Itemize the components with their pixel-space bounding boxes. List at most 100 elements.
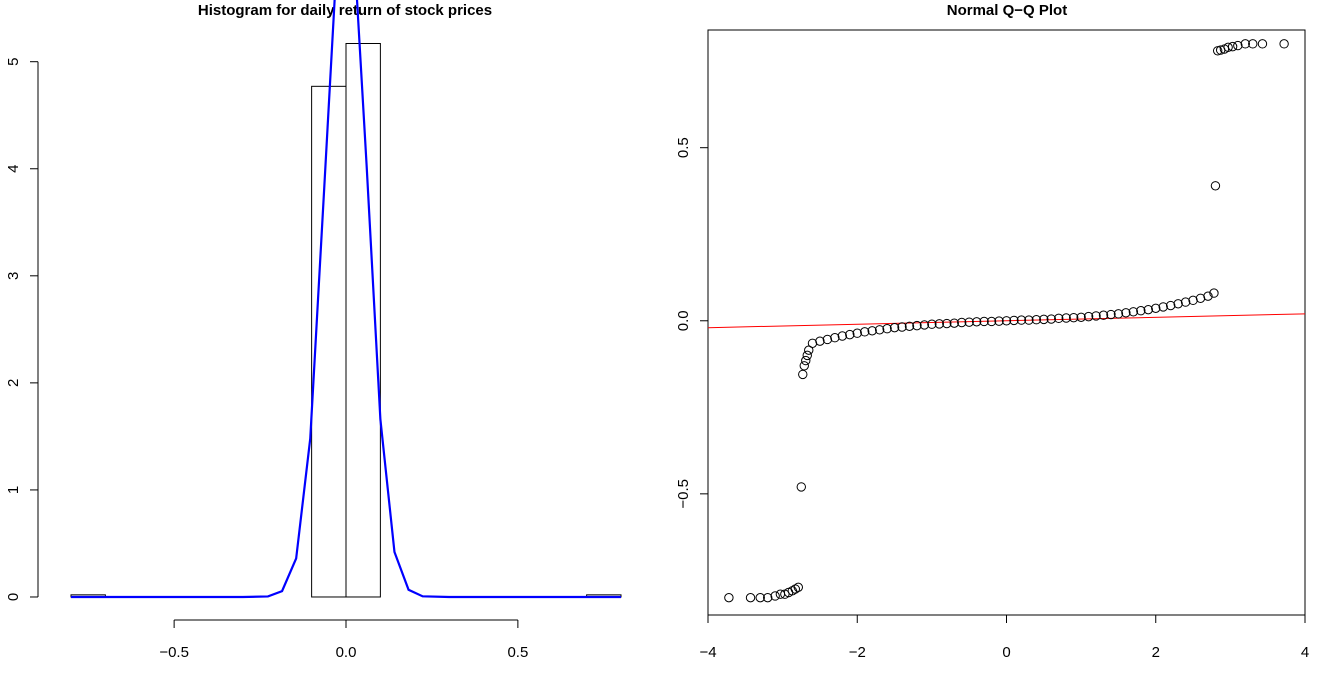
x-tick-label: 0 — [1002, 644, 1010, 661]
y-tick-label: −0.5 — [675, 479, 692, 509]
point — [745, 592, 756, 603]
chart-title: Histogram for daily return of stock pric… — [198, 2, 492, 19]
x-tick-label: 2 — [1152, 644, 1160, 661]
point — [1024, 315, 1034, 325]
point — [1016, 315, 1027, 325]
bar — [345, 42, 381, 598]
point — [904, 321, 915, 332]
point — [957, 317, 967, 328]
point — [1106, 309, 1116, 320]
point — [882, 324, 892, 334]
point — [912, 320, 922, 331]
point — [934, 319, 945, 329]
point — [802, 350, 812, 361]
point — [822, 334, 833, 345]
point — [1083, 311, 1094, 322]
x-tick-label: −2 — [849, 644, 866, 661]
point — [1151, 303, 1161, 314]
point — [1240, 39, 1251, 49]
y-tick-label: 0 — [5, 593, 22, 601]
x-tick-label: −4 — [699, 644, 716, 661]
point — [1143, 304, 1153, 315]
point — [1209, 288, 1219, 298]
point — [1227, 41, 1238, 52]
x-tick-label: −0.5 — [159, 644, 189, 661]
point — [1031, 315, 1042, 325]
point — [1165, 300, 1176, 311]
point — [852, 328, 862, 338]
point — [1039, 314, 1049, 325]
reference-line — [708, 313, 1305, 329]
point — [1248, 39, 1258, 49]
point — [964, 317, 974, 327]
x-tick-label: 4 — [1301, 644, 1309, 661]
point — [1128, 307, 1139, 317]
point — [1091, 311, 1101, 321]
point — [1203, 291, 1213, 301]
point — [860, 327, 870, 337]
point — [1001, 316, 1012, 326]
point — [986, 316, 997, 327]
point — [1054, 313, 1064, 324]
point — [1223, 42, 1233, 53]
plot-area — [708, 39, 1305, 603]
point — [927, 319, 937, 329]
point — [994, 316, 1004, 326]
point — [919, 320, 930, 330]
point — [799, 361, 809, 371]
point — [807, 338, 818, 348]
point — [1121, 308, 1131, 318]
point — [1158, 302, 1168, 312]
point — [1195, 293, 1206, 303]
plot-area — [70, 0, 622, 599]
point — [1257, 39, 1268, 49]
point — [889, 322, 900, 333]
point — [793, 582, 803, 593]
y-tick-label: 5 — [5, 58, 22, 66]
point — [1279, 39, 1289, 49]
point — [1061, 313, 1071, 323]
point — [874, 325, 885, 335]
x-tick-label: 0.0 — [336, 644, 357, 661]
y-tick-label: 0.0 — [675, 310, 692, 331]
y-tick-label: 2 — [5, 379, 22, 387]
point — [1210, 181, 1221, 191]
bar — [311, 85, 347, 598]
plot-box — [707, 29, 1306, 616]
y-tick-label: 3 — [5, 272, 22, 280]
point — [796, 482, 806, 492]
point — [724, 592, 734, 603]
point — [867, 326, 877, 336]
point — [1188, 295, 1198, 306]
point — [798, 369, 808, 380]
point — [1046, 314, 1056, 324]
chart-title: Normal Q−Q Plot — [947, 2, 1067, 19]
x-tick-label: 0.5 — [507, 644, 528, 661]
density-curve — [71, 0, 621, 599]
point — [1098, 310, 1109, 320]
y-tick-label: 1 — [5, 486, 22, 494]
point — [1076, 312, 1086, 323]
point — [830, 333, 840, 343]
point — [897, 322, 907, 332]
point — [801, 355, 811, 366]
y-tick-label: 4 — [5, 165, 22, 173]
point — [1173, 299, 1183, 309]
point — [949, 318, 959, 328]
point — [1233, 40, 1243, 51]
point — [1068, 312, 1079, 323]
point — [1009, 315, 1019, 326]
point — [979, 316, 989, 327]
point — [755, 592, 765, 603]
point — [763, 592, 773, 603]
point — [770, 591, 780, 601]
point — [1113, 309, 1124, 319]
point — [815, 336, 825, 346]
point — [1136, 306, 1146, 316]
point — [790, 584, 801, 594]
point — [845, 329, 855, 340]
point — [1180, 297, 1191, 307]
y-tick-label: 0.5 — [675, 137, 692, 158]
